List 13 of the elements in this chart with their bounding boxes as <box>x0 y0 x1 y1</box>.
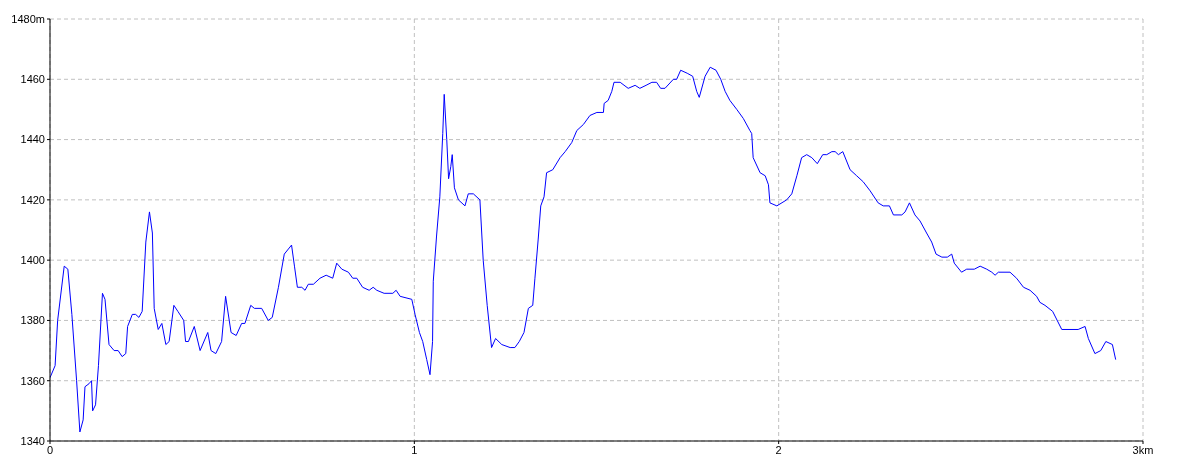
y-tick-label: 1380 <box>20 314 45 327</box>
x-tick-label: 2 <box>775 443 782 456</box>
x-tick-label: 3km <box>1132 443 1154 456</box>
y-tick-label: 1460 <box>20 73 45 86</box>
y-tick-label: 1340 <box>20 434 45 447</box>
y-tick-label: 1420 <box>20 193 45 206</box>
y-tick-label: 1440 <box>20 133 45 146</box>
x-tick-label: 1 <box>411 443 418 456</box>
y-tick-label: 1360 <box>20 374 45 387</box>
line-series <box>50 66 1117 433</box>
y-tick-label: 1400 <box>20 254 45 267</box>
x-tick-label: 0 <box>46 443 54 456</box>
y-tick-label: 1480m <box>11 12 45 25</box>
